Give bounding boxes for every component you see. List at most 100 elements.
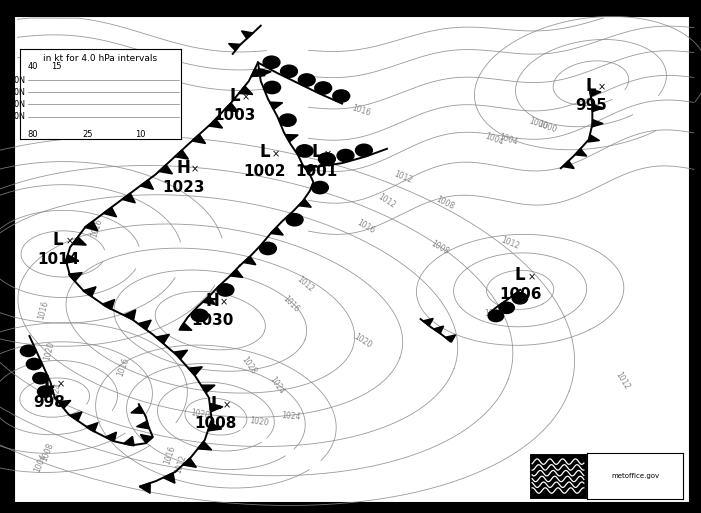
- Circle shape: [217, 284, 234, 296]
- Text: 40N: 40N: [9, 112, 25, 121]
- Text: metoffice.gov: metoffice.gov: [611, 473, 659, 479]
- Polygon shape: [271, 227, 283, 235]
- Text: 1012: 1012: [376, 192, 397, 210]
- Polygon shape: [588, 135, 599, 142]
- Text: 15: 15: [51, 62, 62, 71]
- Text: 1020: 1020: [353, 332, 374, 350]
- Polygon shape: [140, 180, 154, 189]
- Text: ×: ×: [272, 149, 280, 159]
- Polygon shape: [259, 69, 271, 76]
- Text: ×: ×: [324, 149, 332, 159]
- Polygon shape: [563, 161, 574, 168]
- Text: 1002: 1002: [244, 164, 286, 180]
- Text: 1008: 1008: [435, 194, 456, 211]
- Polygon shape: [198, 441, 212, 450]
- Text: H: H: [205, 292, 219, 310]
- Polygon shape: [105, 432, 116, 442]
- Polygon shape: [445, 335, 456, 342]
- Polygon shape: [179, 323, 192, 330]
- Circle shape: [264, 82, 280, 94]
- Text: ×: ×: [219, 298, 228, 308]
- Circle shape: [37, 386, 53, 397]
- Circle shape: [280, 65, 297, 77]
- Polygon shape: [251, 68, 265, 76]
- Text: 1008: 1008: [195, 416, 237, 431]
- Text: 1004: 1004: [484, 132, 505, 147]
- Text: 25: 25: [82, 129, 93, 139]
- Circle shape: [337, 149, 354, 162]
- Text: 1008: 1008: [484, 309, 504, 319]
- Polygon shape: [58, 401, 71, 408]
- Text: 998: 998: [33, 395, 65, 410]
- Text: 1004: 1004: [33, 452, 48, 473]
- Polygon shape: [72, 237, 86, 245]
- Polygon shape: [201, 385, 215, 393]
- Polygon shape: [299, 199, 311, 207]
- Polygon shape: [189, 367, 203, 376]
- Circle shape: [263, 56, 280, 68]
- Circle shape: [318, 153, 335, 165]
- Polygon shape: [241, 31, 253, 38]
- Polygon shape: [174, 350, 188, 359]
- Polygon shape: [183, 458, 196, 467]
- Polygon shape: [434, 326, 444, 333]
- Polygon shape: [230, 269, 243, 278]
- Polygon shape: [85, 221, 98, 231]
- Polygon shape: [423, 319, 433, 326]
- Text: ×: ×: [56, 380, 64, 390]
- Text: 1024: 1024: [281, 411, 301, 422]
- Circle shape: [512, 293, 528, 304]
- Polygon shape: [138, 320, 151, 330]
- Text: L: L: [43, 374, 55, 392]
- Circle shape: [488, 310, 503, 322]
- Text: 1012: 1012: [500, 236, 521, 251]
- Polygon shape: [69, 272, 82, 281]
- Text: 10: 10: [135, 129, 146, 139]
- Text: 1030: 1030: [191, 313, 233, 328]
- Text: 1020: 1020: [250, 416, 269, 427]
- Polygon shape: [124, 310, 136, 320]
- Polygon shape: [224, 103, 238, 112]
- Text: ×: ×: [527, 272, 536, 282]
- Text: 40: 40: [27, 62, 38, 71]
- Text: 1016: 1016: [163, 445, 177, 466]
- Polygon shape: [175, 150, 189, 159]
- Text: 1006: 1006: [499, 287, 541, 303]
- Polygon shape: [192, 134, 205, 144]
- Text: 1016: 1016: [350, 103, 372, 117]
- Text: in kt for 4.0 hPa intervals: in kt for 4.0 hPa intervals: [43, 54, 157, 63]
- Text: L: L: [210, 394, 222, 413]
- Circle shape: [191, 309, 208, 322]
- Circle shape: [297, 145, 313, 157]
- Polygon shape: [70, 412, 82, 421]
- Text: 995: 995: [575, 97, 607, 113]
- Polygon shape: [86, 423, 98, 432]
- Text: 1014: 1014: [37, 251, 79, 267]
- Circle shape: [286, 213, 303, 226]
- Text: 50N: 50N: [9, 100, 25, 109]
- Text: 1008: 1008: [430, 239, 451, 256]
- Text: 1012: 1012: [613, 370, 632, 391]
- Polygon shape: [207, 423, 222, 431]
- Circle shape: [259, 242, 276, 254]
- Circle shape: [279, 114, 296, 126]
- Polygon shape: [592, 120, 603, 127]
- FancyBboxPatch shape: [14, 16, 690, 503]
- Polygon shape: [83, 287, 96, 297]
- Text: 1012: 1012: [294, 275, 315, 294]
- Text: 1016: 1016: [90, 218, 104, 239]
- Text: 1016: 1016: [281, 294, 301, 313]
- Text: 1012: 1012: [393, 169, 414, 185]
- Polygon shape: [575, 149, 587, 156]
- Polygon shape: [159, 165, 172, 174]
- Text: 1003: 1003: [214, 108, 256, 123]
- Polygon shape: [140, 435, 153, 443]
- Text: L: L: [311, 143, 322, 162]
- Polygon shape: [285, 134, 298, 142]
- Polygon shape: [203, 296, 215, 304]
- Text: ×: ×: [65, 236, 74, 246]
- Polygon shape: [239, 86, 253, 94]
- Polygon shape: [592, 104, 603, 112]
- Polygon shape: [103, 207, 116, 217]
- Circle shape: [311, 182, 328, 194]
